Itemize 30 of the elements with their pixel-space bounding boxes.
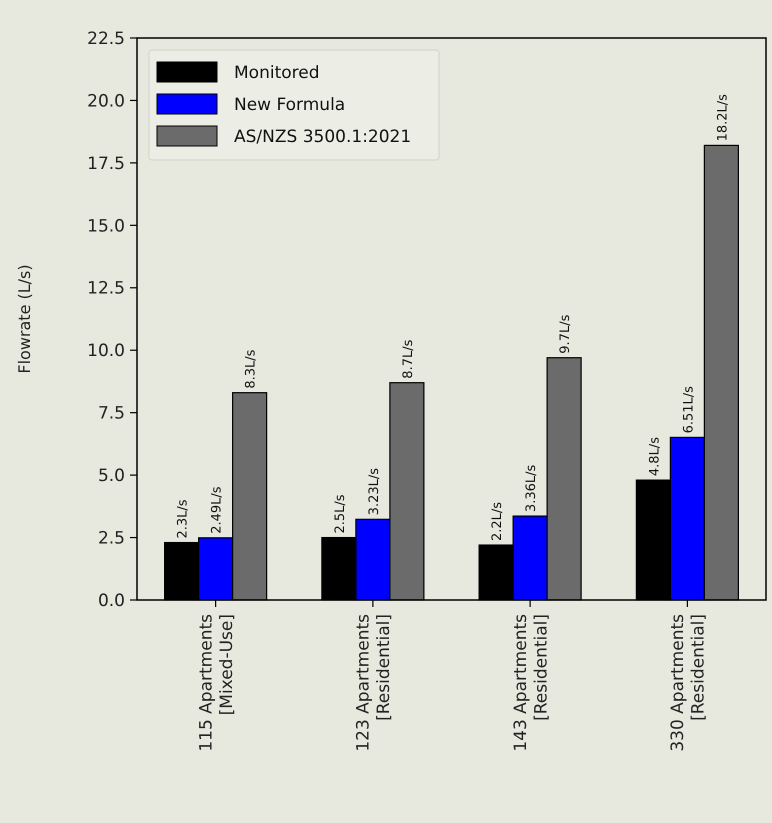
legend-label: New Formula xyxy=(234,94,346,115)
y-tick-label: 7.5 xyxy=(98,404,125,424)
x-tick-label: 330 Apartments [Residential] xyxy=(668,614,709,752)
y-tick-label: 17.5 xyxy=(87,154,125,174)
data-label: 3.23L/s xyxy=(366,468,382,516)
data-label: 2.2L/s xyxy=(490,502,506,542)
data-label: 3.36L/s xyxy=(524,464,540,512)
y-tick-label: 22.5 xyxy=(87,28,125,49)
legend-label: AS/NZS 3500.1:2021 xyxy=(234,126,412,147)
data-label: 8.7L/s xyxy=(400,339,416,379)
y-tick-label: 2.5 xyxy=(98,528,125,549)
y-tick-label: 0.0 xyxy=(98,590,125,611)
x-tick-label: 123 Apartments [Residential] xyxy=(354,614,394,752)
data-label: 8.3L/s xyxy=(244,349,259,389)
data-label: 2.5L/s xyxy=(332,494,348,534)
y-tick-label: 12.5 xyxy=(87,278,125,299)
data-label: 2.3L/s xyxy=(176,499,191,539)
data-label: 2.49L/s xyxy=(210,486,225,534)
y-tick-label: 10.0 xyxy=(87,341,125,362)
y-tick-label: 20.0 xyxy=(87,91,125,112)
x-tick-label: 143 Apartments [Residential] xyxy=(510,614,552,752)
y-tick-label: 15.0 xyxy=(87,216,125,236)
data-label: 9.7L/s xyxy=(558,314,574,354)
x-tick-label: 115 Apartments [Mixed-Use] xyxy=(196,614,237,752)
data-label: 6.51L/s xyxy=(681,386,696,434)
y-tick-label: 5.0 xyxy=(98,466,125,486)
y-axis-title: Flowrate (L/s) xyxy=(15,264,34,374)
legend-label: Monitored xyxy=(234,62,320,83)
data-label: 4.8L/s xyxy=(647,436,662,476)
data-label: 18.2L/s xyxy=(715,94,730,142)
